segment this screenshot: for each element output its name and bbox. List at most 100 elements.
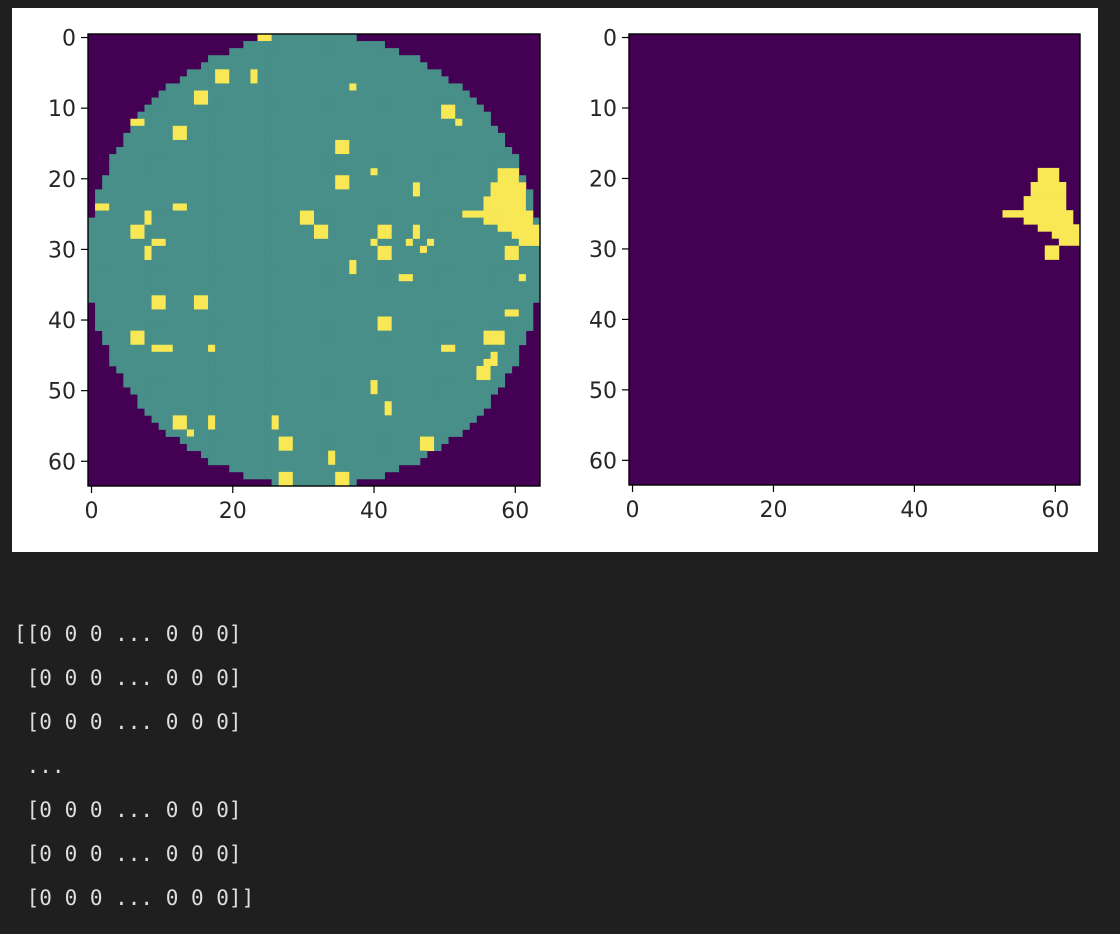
heatmap-cell [377, 457, 385, 466]
heatmap-cell [455, 309, 463, 317]
heatmap-cell [398, 217, 407, 226]
heatmap-cell [109, 161, 117, 169]
heatmap-cell [285, 450, 294, 459]
heatmap-cell [165, 267, 174, 275]
heatmap-cell [123, 168, 131, 176]
heatmap-cell [398, 267, 407, 275]
heatmap-cell [398, 387, 407, 395]
heatmap-cell [278, 182, 287, 190]
heatmap-cell [158, 196, 167, 204]
heatmap-cell [328, 139, 336, 148]
heatmap-cell [314, 83, 322, 91]
heatmap-cell [306, 210, 315, 218]
heatmap-cell [363, 380, 371, 388]
heatmap-cell [264, 132, 272, 141]
heatmap-cell [179, 168, 188, 176]
array-text-output: [[0 0 0 ... 0 0 0] [0 0 0 ... 0 0 0] [0 … [14, 612, 254, 920]
heatmap-cell [356, 62, 364, 70]
heatmap-cell [179, 245, 188, 254]
heatmap-cell [497, 351, 506, 360]
heatmap-cell [356, 351, 364, 360]
heatmap-cell [490, 260, 498, 268]
heatmap-cell [172, 358, 181, 367]
heatmap-cell [208, 429, 216, 437]
heatmap-cell [109, 196, 117, 204]
heatmap-cell [278, 48, 287, 56]
heatmap-cell [179, 274, 188, 282]
heatmap-cell [511, 217, 520, 226]
heatmap-cell [193, 401, 202, 409]
heatmap-cell [342, 295, 350, 303]
heatmap-cell [434, 118, 442, 127]
heatmap-cell [356, 147, 364, 155]
heatmap-cell [419, 295, 428, 303]
heatmap-cell [377, 41, 385, 49]
heatmap-cell [172, 309, 181, 317]
heatmap-cell [1023, 196, 1032, 204]
heatmap-cell [158, 267, 167, 275]
heatmap-cell [271, 450, 280, 459]
heatmap-cell [434, 168, 442, 176]
heatmap-cell [264, 41, 272, 49]
heatmap-cell [229, 111, 237, 120]
heatmap-cell [193, 147, 202, 155]
heatmap-cell [328, 295, 336, 303]
heatmap-cell [137, 380, 145, 388]
heatmap-cell [448, 125, 456, 134]
heatmap-cell [377, 443, 385, 452]
heatmap-cell [264, 189, 272, 197]
heatmap-cell [109, 351, 117, 360]
heatmap-cell [335, 118, 343, 127]
heatmap-cell [314, 252, 322, 261]
heatmap-cell [158, 161, 167, 169]
heatmap-cell [137, 125, 145, 134]
heatmap-cell [243, 323, 251, 331]
heatmap-cell [314, 154, 322, 162]
heatmap-cell [441, 358, 449, 367]
heatmap-cell [384, 436, 393, 444]
heatmap-cell [299, 429, 308, 437]
heatmap-cell [363, 168, 371, 176]
heatmap-cell [328, 281, 336, 289]
heatmap-cell [370, 62, 378, 70]
heatmap-cell [328, 147, 336, 155]
heatmap-cell [441, 288, 449, 296]
heatmap-cell [419, 154, 428, 162]
heatmap-cell [257, 90, 265, 98]
heatmap-cell [525, 203, 534, 211]
heatmap-cell [158, 189, 167, 197]
heatmap-cell [363, 316, 371, 324]
heatmap-cell [165, 125, 174, 134]
heatmap-cell [363, 365, 371, 374]
heatmap-cell [518, 281, 527, 289]
heatmap-cell [441, 217, 449, 226]
heatmap-cell [95, 302, 103, 310]
heatmap-cell [151, 147, 159, 155]
heatmap-cell [342, 267, 350, 275]
heatmap-cell [335, 90, 343, 98]
heatmap-cell [236, 415, 244, 423]
heatmap-cell [137, 189, 145, 197]
heatmap-cell [278, 309, 287, 317]
heatmap-cell [455, 168, 463, 176]
heatmap-cell [370, 373, 378, 381]
heatmap-cell [137, 139, 145, 148]
heatmap-cell [462, 401, 470, 409]
heatmap-cell [151, 288, 159, 296]
heatmap-cell [285, 203, 294, 211]
heatmap-cell [186, 231, 195, 240]
heatmap-cell [102, 337, 110, 346]
heatmap-cell [370, 436, 378, 444]
heatmap-cell [264, 118, 272, 127]
heatmap-cell [398, 97, 407, 105]
heatmap-cell [328, 422, 336, 430]
heatmap-cell [243, 189, 251, 197]
heatmap-cell [292, 118, 301, 127]
heatmap-cell [208, 373, 216, 381]
heatmap-cell [328, 387, 336, 395]
heatmap-cell [441, 238, 449, 247]
heatmap-cell [342, 48, 350, 56]
heatmap-cell [321, 316, 329, 324]
heatmap-cell [335, 351, 343, 360]
heatmap-cell [193, 175, 202, 183]
